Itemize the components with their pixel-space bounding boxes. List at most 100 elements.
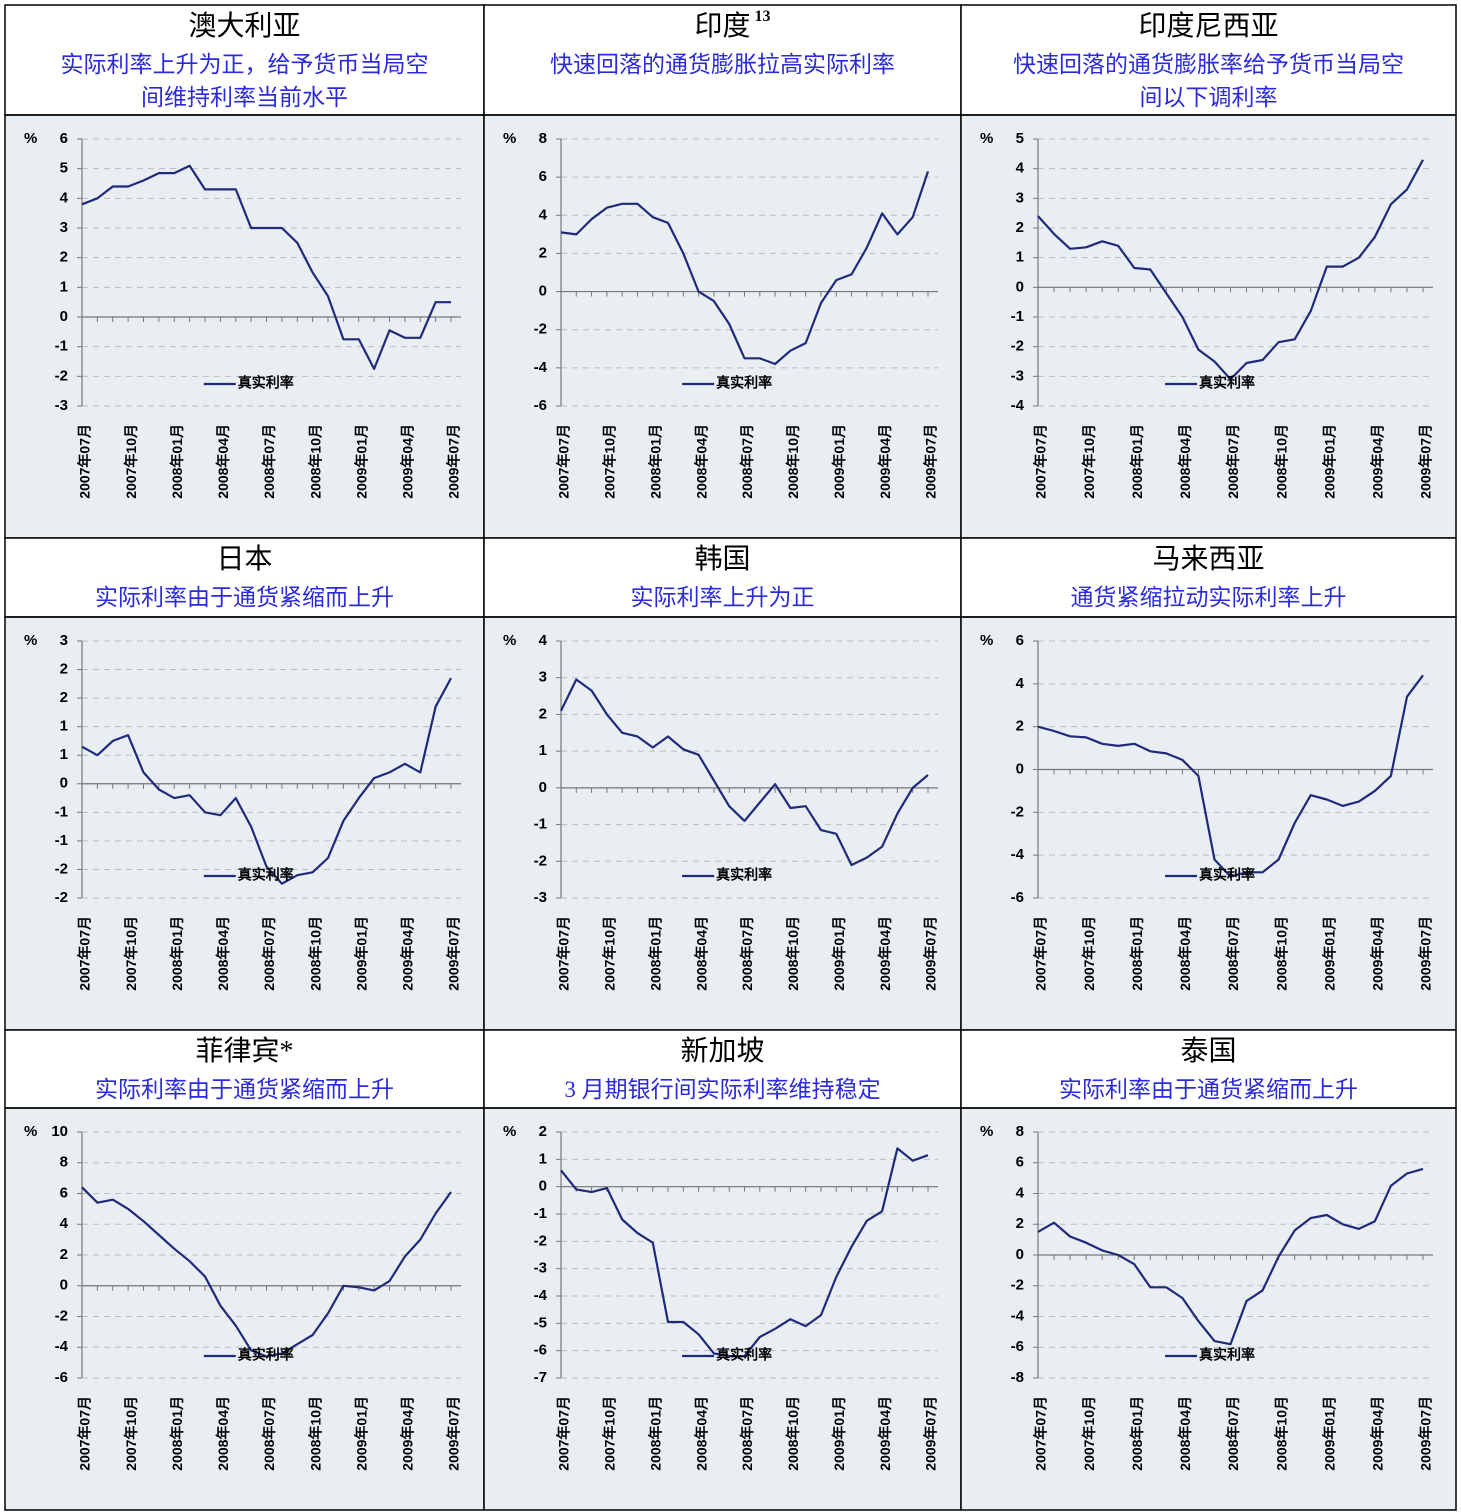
- y-tick-label: 1: [60, 278, 68, 295]
- chart-title: 韩国: [694, 543, 750, 575]
- y-tick-label: -2: [534, 321, 547, 338]
- y-tick-label: 4: [60, 1215, 69, 1232]
- x-tick-label: 2009年01月: [353, 1396, 369, 1471]
- x-tick-label: 2008年04月: [693, 1396, 709, 1471]
- x-tick-label: 2009年04月: [400, 916, 416, 991]
- x-tick-label: 2008年10月: [785, 424, 801, 499]
- x-tick-label: 2008年04月: [215, 916, 231, 991]
- y-tick-label: 1: [539, 1150, 547, 1167]
- legend-label: 真实利率: [716, 867, 772, 883]
- x-tick-label: 2008年10月: [1273, 424, 1289, 499]
- x-tick-label: 2009年01月: [1321, 1396, 1337, 1471]
- x-tick-label: 2009年04月: [877, 1396, 893, 1471]
- x-tick-label: 2008年01月: [1129, 424, 1145, 499]
- unit-label: %: [980, 632, 993, 649]
- y-tick-label: -6: [1011, 889, 1024, 906]
- y-tick-label: 4: [539, 632, 548, 649]
- chart-title: 菲律宾*: [195, 1035, 293, 1067]
- y-tick-label: 4: [1016, 160, 1025, 177]
- y-tick-label: 4: [60, 189, 69, 206]
- y-tick-label: 2: [539, 1123, 547, 1140]
- y-tick-label: 0: [60, 308, 68, 325]
- header-bg: [961, 5, 1456, 115]
- x-tick-label: 2008年04月: [1177, 1396, 1193, 1471]
- x-tick-label: 2009年01月: [1321, 916, 1337, 991]
- y-tick-label: 6: [60, 130, 68, 147]
- panel-bg: [5, 1108, 484, 1510]
- y-tick-label: -6: [534, 1342, 547, 1359]
- x-tick-label: 2007年07月: [556, 424, 572, 499]
- x-tick-label: 2008年10月: [785, 916, 801, 991]
- unit-label: %: [980, 1123, 993, 1140]
- chart-subtitle: 通货紧缩拉动实际利率上升: [1071, 585, 1347, 610]
- y-tick-label: 2: [60, 661, 68, 678]
- x-tick-label: 2008年10月: [307, 1396, 323, 1471]
- y-tick-label: -1: [55, 803, 68, 820]
- x-tick-label: 2008年07月: [739, 916, 755, 991]
- y-tick-label: -1: [534, 816, 547, 833]
- unit-label: %: [503, 130, 516, 147]
- chart-subtitle: 实际利率由于通货紧缩而上升: [95, 1077, 394, 1102]
- legend-label: 真实利率: [1199, 1347, 1255, 1363]
- y-tick-label: 1: [539, 742, 547, 759]
- x-tick-label: 2008年04月: [1177, 424, 1193, 499]
- header-bg: [484, 5, 961, 115]
- series-line: [81, 677, 452, 885]
- y-tick-label: 0: [60, 775, 68, 792]
- y-tick-label: -7: [534, 1369, 547, 1386]
- x-tick-label: 2009年07月: [1418, 1396, 1434, 1471]
- x-tick-label: 2008年07月: [261, 916, 277, 991]
- x-tick-label: 2007年07月: [1033, 424, 1049, 499]
- y-tick-label: 0: [1016, 278, 1024, 295]
- y-tick-label: 0: [1016, 760, 1024, 777]
- title-footnote: 13: [755, 8, 771, 25]
- x-tick-label: 2008年01月: [647, 916, 663, 991]
- y-tick-label: -4: [1011, 1307, 1025, 1324]
- x-tick-label: 2007年10月: [602, 916, 618, 991]
- x-tick-label: 2008年01月: [647, 424, 663, 499]
- chart-subtitle: 实际利率上升为正，给予货币当局空: [61, 52, 429, 77]
- x-tick-label: 2007年07月: [556, 916, 572, 991]
- y-tick-label: 2: [1016, 219, 1024, 236]
- y-tick-label: 2: [539, 705, 547, 722]
- y-tick-label: -4: [534, 1287, 548, 1304]
- header-bg: [5, 5, 484, 115]
- y-tick-label: -4: [1011, 846, 1025, 863]
- x-tick-label: 2008年07月: [261, 424, 277, 499]
- x-tick-label: 2008年01月: [1129, 916, 1145, 991]
- y-tick-label: -2: [534, 852, 547, 869]
- y-tick-label: -1: [1011, 308, 1024, 325]
- y-tick-label: 0: [539, 779, 547, 796]
- x-tick-label: 2009年01月: [1321, 424, 1337, 499]
- legend-label: 真实利率: [1199, 375, 1255, 391]
- y-tick-label: 2: [1016, 718, 1024, 735]
- chart-subtitle: 间以下调利率: [1140, 85, 1278, 110]
- y-tick-label: -1: [534, 1205, 547, 1222]
- x-tick-label: 2009年07月: [446, 916, 462, 991]
- unit-label: %: [503, 1123, 516, 1140]
- x-tick-label: 2008年10月: [307, 916, 323, 991]
- legend-label: 真实利率: [238, 867, 294, 883]
- x-tick-label: 2008年01月: [1129, 1396, 1145, 1471]
- x-tick-label: 2007年10月: [123, 916, 139, 991]
- x-tick-label: 2008年07月: [261, 1396, 277, 1471]
- x-tick-label: 2009年01月: [353, 916, 369, 991]
- x-tick-label: 2007年10月: [123, 1396, 139, 1471]
- y-tick-label: -3: [534, 1260, 547, 1277]
- y-tick-label: -2: [55, 860, 68, 877]
- y-tick-label: 8: [1016, 1123, 1024, 1140]
- y-tick-label: -2: [534, 1232, 547, 1249]
- chart-subtitle: 间维持利率当前水平: [141, 85, 348, 110]
- series-line: [1037, 674, 1424, 878]
- y-tick-label: 6: [1016, 632, 1024, 649]
- series-line: [81, 164, 451, 370]
- panel-bg: [484, 115, 961, 538]
- y-tick-label: 1: [1016, 249, 1024, 266]
- y-tick-label: 4: [539, 206, 548, 223]
- panel-bg: [5, 115, 484, 538]
- y-tick-label: -8: [1011, 1369, 1024, 1386]
- y-tick-label: -6: [55, 1369, 68, 1386]
- y-tick-label: 5: [60, 160, 68, 177]
- panel-bg: [961, 1108, 1456, 1510]
- x-tick-label: 2009年04月: [877, 424, 893, 499]
